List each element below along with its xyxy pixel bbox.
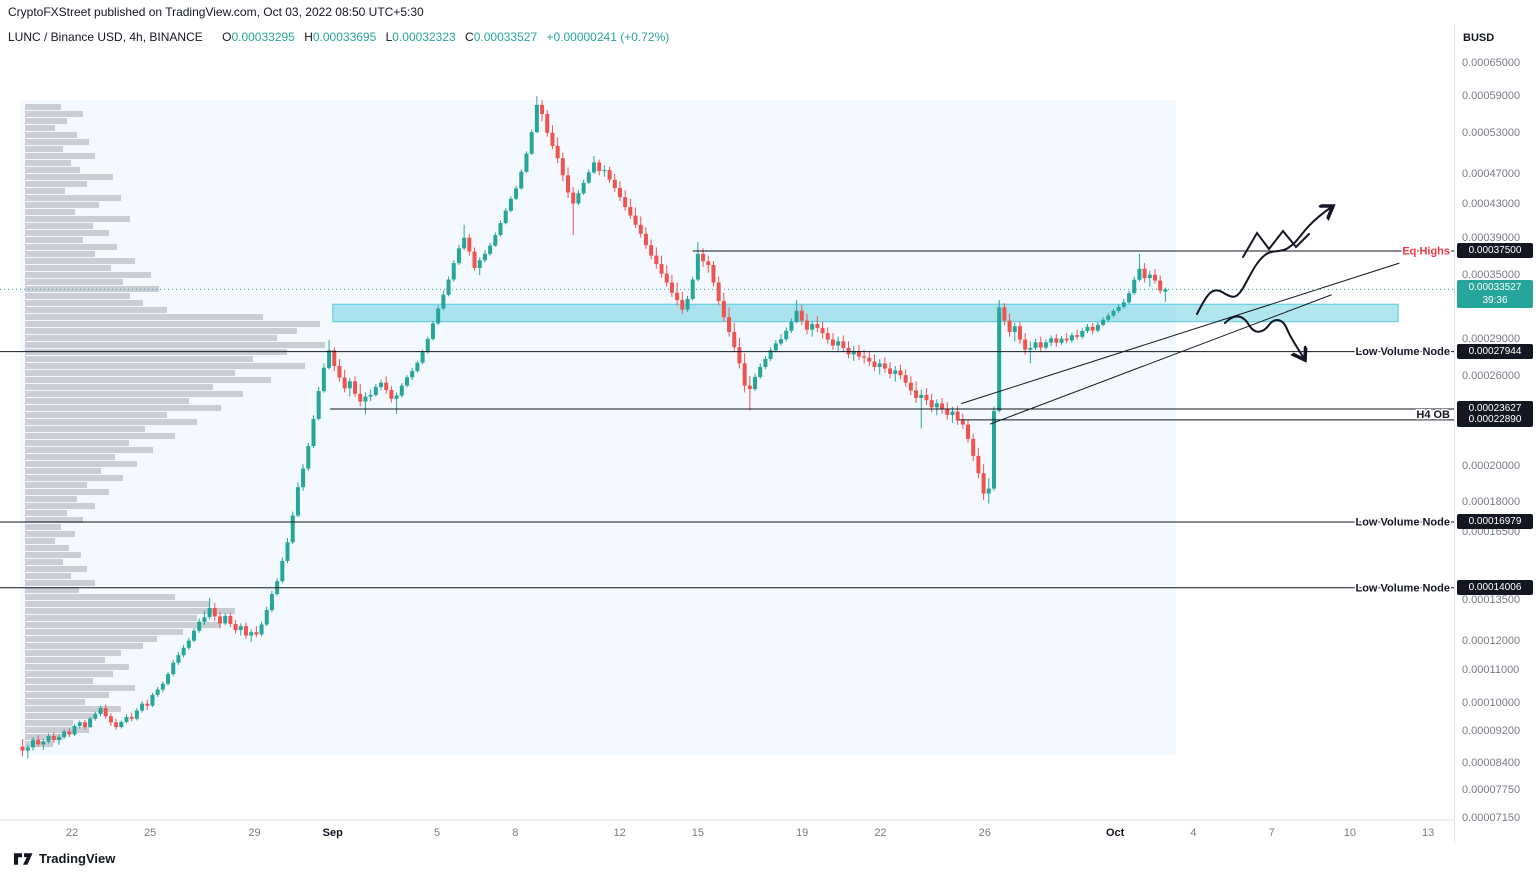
time-tick: 26 (979, 827, 991, 839)
close-label: C (465, 30, 474, 44)
high-value: 0.00033695 (312, 30, 377, 44)
price-axis[interactable]: BUSD 0.00065000 0.00059000 0.00053000 0.000… (1454, 24, 1536, 843)
high-label: H (304, 30, 313, 44)
publisher-text: CryptoFXStreet published on TradingView.… (8, 5, 424, 19)
price-tick: 0.00018000 (1462, 496, 1521, 508)
time-tick: 7 (1269, 827, 1275, 839)
level-label: H4 OB (1416, 409, 1450, 421)
currency-label: BUSD (1463, 32, 1495, 44)
projection-up-arrow[interactable] (1196, 206, 1333, 315)
price-tick: 0.00009200 (1462, 725, 1521, 738)
time-tick: 19 (796, 827, 808, 839)
price-tick: 0.00010000 (1462, 696, 1521, 709)
candlesticks (20, 96, 1168, 759)
price-tag: 0.00016979 (1457, 513, 1533, 529)
time-tick: Oct (1106, 827, 1125, 839)
price-tick: 0.00020000 (1462, 459, 1521, 472)
time-tick: 15 (692, 827, 704, 839)
chart-svg[interactable]: Eq Highs Low Volume Node H4 OB Low Volume N… (0, 24, 1454, 843)
price-tick: 0.00029000 (1462, 332, 1521, 345)
close-value: 0.00033527 (473, 30, 538, 44)
price-tick: 0.00039000 (1462, 231, 1521, 244)
tradingview-logo-icon[interactable] (14, 852, 33, 866)
zigzag-squiggle[interactable] (1242, 229, 1310, 258)
price-tick: 0.00026000 (1462, 370, 1521, 383)
current-price-tag: 0.00033527 39:36 (1457, 280, 1533, 309)
price-tag: 0.00022890 (1457, 411, 1533, 427)
time-tick: Sep (323, 827, 343, 839)
chart-region: Eq Highs Low Volume Node H4 OB Low Volume N… (0, 24, 1536, 843)
price-tag: 0.00037500 (1457, 243, 1533, 259)
level-label: Low Volume Node (1355, 582, 1450, 594)
tradingview-brand[interactable]: TradingView (39, 851, 116, 866)
price-tick: 0.00059000 (1462, 90, 1521, 103)
bar-countdown: 39:36 (1482, 295, 1508, 307)
change-value: +0.00000241 (+0.72%) (546, 30, 670, 44)
visible-range-highlight (20, 100, 1176, 755)
time-tick: 5 (434, 827, 440, 839)
footer-bar: TradingView (0, 843, 1536, 874)
time-tick: 22 (874, 827, 886, 839)
price-tick: 0.00007150 (1462, 811, 1521, 824)
price-tick: 0.00035000 (1462, 268, 1521, 281)
symbol-legend: LUNC / Binance USD, 4h, BINANCE O0.00033… (8, 30, 669, 44)
price-tick: 0.00012000 (1462, 634, 1521, 647)
supply-zone[interactable] (332, 303, 1399, 323)
chart-canvas[interactable]: Eq Highs Low Volume Node H4 OB Low Volume N… (0, 24, 1454, 843)
price-tick: 0.00053000 (1462, 126, 1521, 139)
open-value: 0.00033295 (231, 30, 295, 44)
price-tick: 0.00047000 (1462, 167, 1521, 180)
price-tick: 0.00007750 (1462, 784, 1521, 797)
price-tick: 0.00065000 (1462, 57, 1521, 69)
price-tick: 0.00043000 (1462, 198, 1521, 211)
time-tick: 25 (144, 827, 156, 839)
price-tag: 0.00014006 (1457, 579, 1533, 595)
time-tick: 4 (1190, 827, 1196, 839)
time-tick: 22 (66, 827, 78, 839)
time-tick: 10 (1344, 827, 1356, 839)
time-tick: 13 (1422, 827, 1434, 839)
symbol-title[interactable]: LUNC / Binance USD, 4h, BINANCE (8, 30, 203, 44)
trendline[interactable] (989, 294, 1332, 425)
current-price-value: 0.00033527 (1468, 282, 1522, 294)
time-tick: 8 (512, 827, 518, 839)
price-tick: 0.00013500 (1462, 594, 1521, 607)
time-tick: 12 (614, 827, 626, 839)
publisher-bar: CryptoFXStreet published on TradingView.… (0, 0, 1536, 24)
level-label: Low Volume Node (1355, 346, 1450, 358)
open-label: O (222, 30, 232, 44)
low-value: 0.00032323 (392, 30, 456, 44)
price-tick: 0.00011000 (1462, 664, 1520, 677)
trendline[interactable] (961, 262, 1400, 405)
volume-profile (25, 104, 325, 747)
level-label: Low Volume Node (1355, 516, 1450, 528)
price-tag: 0.00027944 (1457, 343, 1533, 359)
low-label: L (385, 30, 393, 44)
level-label: Eq Highs (1402, 246, 1450, 258)
time-tick: 29 (248, 827, 260, 839)
price-tick: 0.00008400 (1462, 756, 1521, 769)
projection-down-arrow[interactable] (1224, 315, 1305, 360)
